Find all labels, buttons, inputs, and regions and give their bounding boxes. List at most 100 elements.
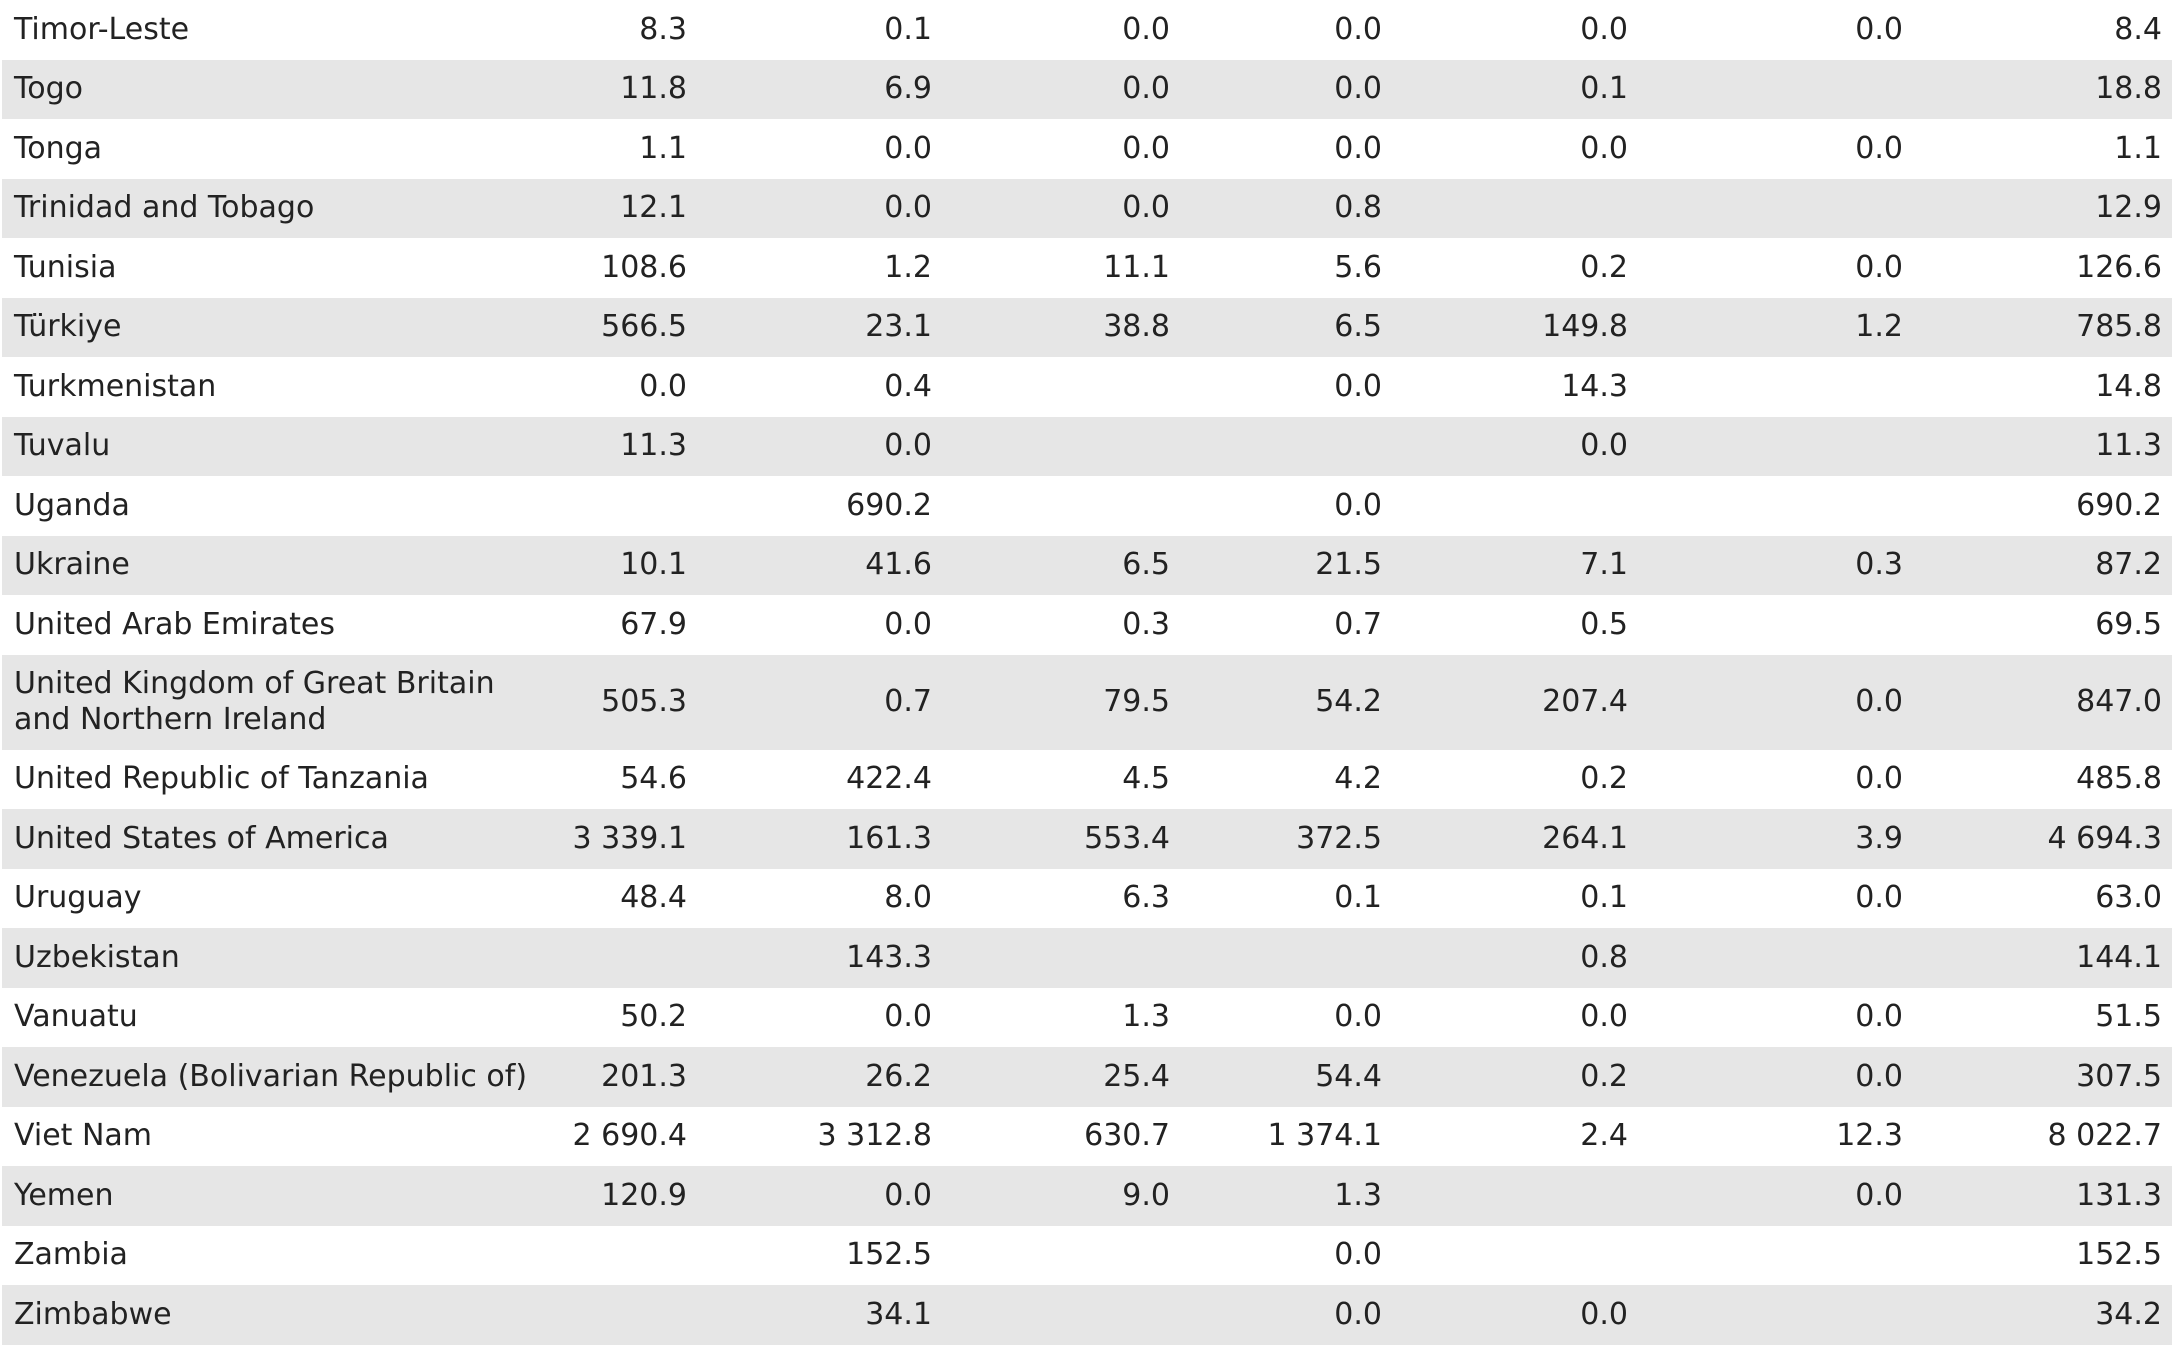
value-cell: 0.0	[1180, 987, 1392, 1047]
value-cell: 1 374.1	[1180, 1106, 1392, 1166]
table-row: Zimbabwe 34.1 0.0 0.0 34.2	[2, 1285, 2172, 1345]
value-cell: 9.0	[942, 1166, 1180, 1226]
table-row: United Republic of Tanzania 54.6 422.4 4.5 4…	[2, 749, 2172, 809]
value-cell: 0.0	[697, 1166, 942, 1226]
value-cell: 372.5	[1180, 809, 1392, 869]
value-cell: 161.3	[697, 809, 942, 869]
value-cell: 0.0	[1638, 987, 1913, 1047]
value-cell	[1638, 476, 1913, 536]
value-cell: 207.4	[1392, 654, 1638, 750]
value-cell: 0.0	[1392, 987, 1638, 1047]
table-row: Vanuatu 50.2 0.0 1.3 0.0 0.0 0.0 51.5	[2, 987, 2172, 1047]
value-cell	[1638, 595, 1913, 655]
table-row: Tuvalu 11.3 0.0 0.0 11.3	[2, 416, 2172, 476]
value-cell: 34.2	[1913, 1285, 2172, 1345]
value-cell: 0.8	[1180, 178, 1392, 238]
value-cell: 0.0	[1180, 119, 1392, 179]
value-cell	[1638, 1285, 1913, 1345]
country-name-cell: Uruguay	[2, 868, 522, 928]
value-cell: 1.2	[1638, 297, 1913, 357]
value-cell: 21.5	[1180, 535, 1392, 595]
value-cell: 152.5	[697, 1225, 942, 1285]
value-cell: 2 690.4	[522, 1106, 697, 1166]
value-cell: 4.5	[942, 749, 1180, 809]
value-cell: 0.1	[697, 0, 942, 60]
country-name-cell: Venezuela (Bolivarian Republic of)	[2, 1047, 527, 1107]
value-cell: 0.2	[1392, 238, 1638, 298]
value-cell	[522, 1285, 697, 1345]
value-cell: 14.3	[1392, 357, 1638, 417]
value-cell: 120.9	[522, 1166, 697, 1226]
table-row: Tonga 1.1 0.0 0.0 0.0 0.0 0.0 1.1	[2, 119, 2172, 179]
value-cell: 0.0	[942, 119, 1180, 179]
value-cell: 144.1	[1913, 928, 2172, 988]
value-cell: 12.1	[522, 178, 697, 238]
value-cell: 0.0	[697, 119, 942, 179]
value-cell: 0.1	[1392, 59, 1638, 119]
value-cell: 0.0	[1638, 1166, 1913, 1226]
value-cell: 14.8	[1913, 357, 2172, 417]
value-cell: 0.0	[942, 178, 1180, 238]
table-row: Venezuela (Bolivarian Republic of) 201.3 2…	[2, 1047, 2172, 1107]
table-row: Uruguay 48.4 8.0 6.3 0.1 0.1 0.0 63.0	[2, 868, 2172, 928]
value-cell: 0.0	[1638, 654, 1913, 750]
table-row: Trinidad and Tobago 12.1 0.0 0.0 0.8 12.9	[2, 178, 2172, 238]
table-row: Ukraine 10.1 41.6 6.5 21.5 7.1 0.3 87.2	[2, 535, 2172, 595]
value-cell: 0.0	[1180, 59, 1392, 119]
value-cell	[1180, 928, 1392, 988]
value-cell: 0.0	[697, 987, 942, 1047]
value-cell	[1638, 357, 1913, 417]
value-cell	[1638, 178, 1913, 238]
table-row: Yemen 120.9 0.0 9.0 1.3 0.0 131.3	[2, 1166, 2172, 1226]
value-cell: 0.0	[1392, 119, 1638, 179]
value-cell: 11.1	[942, 238, 1180, 298]
value-cell: 152.5	[1913, 1225, 2172, 1285]
value-cell: 54.2	[1180, 654, 1392, 750]
value-cell: 149.8	[1392, 297, 1638, 357]
value-cell: 847.0	[1913, 654, 2172, 750]
value-cell: 0.0	[697, 178, 942, 238]
country-name-cell: Uganda	[2, 476, 522, 536]
value-cell: 690.2	[697, 476, 942, 536]
value-cell: 690.2	[1913, 476, 2172, 536]
country-name-cell: Turkmenistan	[2, 357, 522, 417]
value-cell: 54.4	[1180, 1047, 1392, 1107]
value-cell: 0.0	[697, 416, 942, 476]
value-cell: 7.1	[1392, 535, 1638, 595]
value-cell: 69.5	[1913, 595, 2172, 655]
value-cell: 0.0	[1638, 119, 1913, 179]
value-cell: 5.6	[1180, 238, 1392, 298]
value-cell	[1392, 1225, 1638, 1285]
value-cell	[522, 928, 697, 988]
value-cell: 201.3	[522, 1047, 697, 1107]
value-cell: 12.9	[1913, 178, 2172, 238]
value-cell	[522, 1225, 697, 1285]
value-cell: 485.8	[1913, 749, 2172, 809]
value-cell: 0.0	[1180, 1225, 1392, 1285]
value-cell: 0.0	[697, 595, 942, 655]
country-name-cell: Tonga	[2, 119, 522, 179]
value-cell: 126.6	[1913, 238, 2172, 298]
value-cell: 26.2	[697, 1047, 942, 1107]
table-row: Turkmenistan 0.0 0.4 0.0 14.3 14.8	[2, 357, 2172, 417]
value-cell	[942, 357, 1180, 417]
value-cell: 4 694.3	[1913, 809, 2172, 869]
country-name-cell: Viet Nam	[2, 1106, 522, 1166]
value-cell	[1638, 928, 1913, 988]
country-name-cell: Zimbabwe	[2, 1285, 522, 1345]
country-name-cell: United Arab Emirates	[2, 595, 522, 655]
country-name-cell: Türkiye	[2, 297, 522, 357]
value-cell	[1392, 476, 1638, 536]
value-cell: 25.4	[942, 1047, 1180, 1107]
value-cell: 8.4	[1913, 0, 2172, 60]
value-cell: 1.3	[942, 987, 1180, 1047]
value-cell: 505.3	[522, 654, 697, 750]
value-cell: 54.6	[522, 749, 697, 809]
value-cell: 0.0	[1638, 0, 1913, 60]
value-cell: 10.1	[522, 535, 697, 595]
country-name-cell: Ukraine	[2, 535, 522, 595]
value-cell: 11.3	[1913, 416, 2172, 476]
value-cell: 0.3	[942, 595, 1180, 655]
table-row: United States of America 3 339.1 161.3 553.…	[2, 809, 2172, 869]
value-cell: 1.2	[697, 238, 942, 298]
